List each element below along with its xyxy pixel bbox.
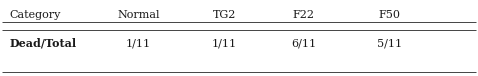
Text: TG2: TG2 [213, 10, 236, 20]
Text: F50: F50 [379, 10, 401, 20]
Text: Category: Category [10, 10, 61, 20]
Text: 5/11: 5/11 [377, 38, 402, 48]
Text: Normal: Normal [118, 10, 160, 20]
Text: Dead/Total: Dead/Total [10, 38, 76, 49]
Text: 6/11: 6/11 [291, 38, 316, 48]
Text: 1/11: 1/11 [212, 38, 237, 48]
Text: 1/11: 1/11 [126, 38, 151, 48]
Text: F22: F22 [293, 10, 315, 20]
